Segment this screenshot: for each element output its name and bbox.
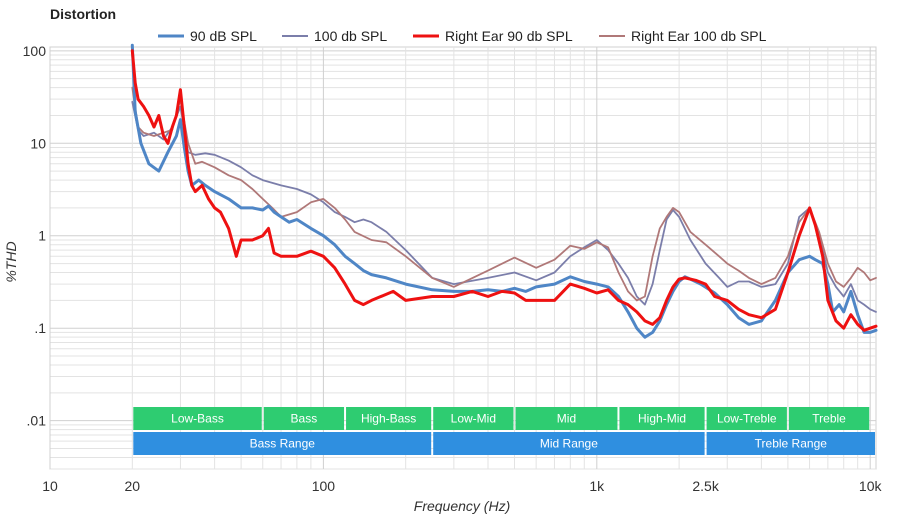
x-axis-label: Frequency (Hz) — [414, 498, 510, 514]
band-sub-label: Bass — [291, 412, 318, 426]
y-tick-label: 10 — [30, 135, 46, 151]
band-sub-rect — [619, 407, 705, 430]
band-sub-rect — [706, 407, 787, 430]
band-sub-label: Treble — [812, 412, 846, 426]
y-tick-label: .01 — [27, 413, 47, 429]
legend-label: 90 dB SPL — [190, 28, 257, 44]
plot-frame — [49, 46, 877, 470]
band-range-label: Mid Range — [540, 437, 598, 451]
legend-label: Right Ear 90 db SPL — [445, 28, 573, 44]
band-sub-label: High-Mid — [638, 412, 686, 426]
band-sub-rect — [788, 407, 870, 430]
band-sub-label: High-Bass — [361, 412, 416, 426]
band-range-label: Treble Range — [755, 437, 828, 451]
band-range-rect — [706, 432, 875, 455]
series-line — [130, 49, 878, 332]
grid — [49, 46, 877, 470]
series-line — [131, 86, 877, 302]
x-tick-label: 20 — [125, 478, 141, 494]
band-sub-label: Low-Mid — [451, 412, 496, 426]
legend: 90 dB SPL 100 db SPL Right Ear 90 db SPL Ri… — [158, 28, 767, 44]
band-sub-label: Low-Treble — [717, 412, 777, 426]
series-line — [131, 101, 877, 313]
y-tick-label: .1 — [34, 320, 46, 336]
band-sub-label: Mid — [557, 412, 576, 426]
band-sub-rect — [433, 407, 514, 430]
x-tick-label: 100 — [312, 478, 336, 494]
band-range-rect — [433, 432, 705, 455]
x-tick-label: 1k — [589, 478, 605, 494]
series-line — [130, 43, 878, 339]
band-sub-rect — [263, 407, 345, 430]
y-axis-ticks: 100 10 1 .1 .01 — [23, 43, 47, 429]
y-tick-label: 1 — [38, 228, 46, 244]
series-lines — [130, 43, 878, 339]
band-sub-rect — [515, 407, 618, 430]
x-axis-ticks: 10 20 100 1k 2.5k 10k — [42, 478, 882, 494]
x-tick-label: 10k — [859, 478, 883, 494]
chart-title: Distortion — [50, 6, 116, 22]
legend-label: 100 db SPL — [314, 28, 387, 44]
frequency-bands: Low-Bass Bass High-Bass Low-Mid Mid High-Mid L… — [133, 407, 875, 455]
legend-label: Right Ear 100 db SPL — [631, 28, 767, 44]
x-tick-label: 10 — [42, 478, 58, 494]
x-tick-label: 2.5k — [692, 478, 719, 494]
band-range-rect — [133, 432, 432, 455]
y-axis-label: %THD — [3, 241, 19, 282]
band-sub-rect — [133, 407, 262, 430]
band-range-label: Bass Range — [250, 437, 316, 451]
band-sub-label: Low-Bass — [171, 412, 224, 426]
y-tick-label: 100 — [23, 43, 47, 59]
band-sub-rect — [346, 407, 432, 430]
